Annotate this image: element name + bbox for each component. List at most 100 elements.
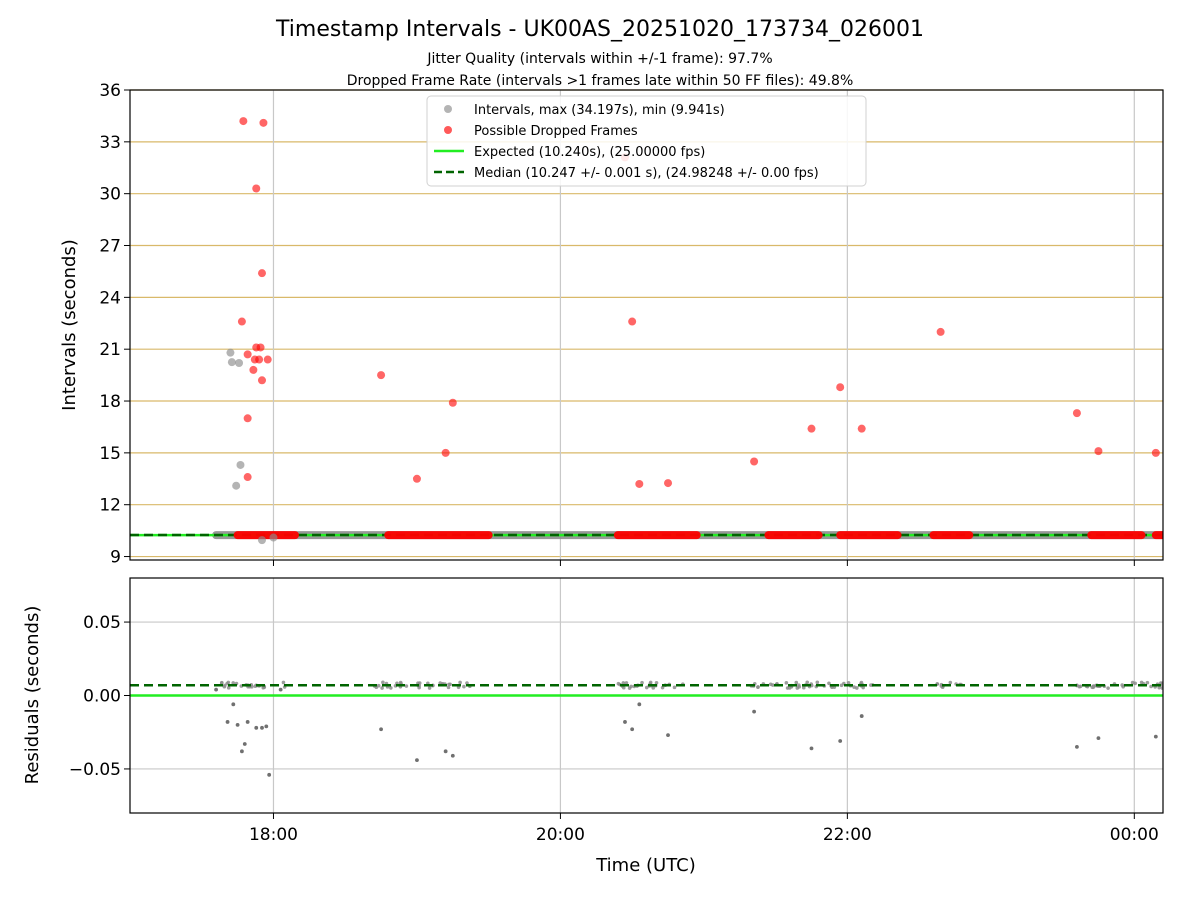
residual-band-point bbox=[1174, 681, 1178, 685]
y-tick-label: 27 bbox=[99, 237, 121, 257]
residual-point bbox=[245, 720, 250, 724]
residual-band-point bbox=[398, 680, 403, 685]
interval-point bbox=[236, 460, 245, 469]
residual-band-point bbox=[1181, 685, 1185, 689]
residual-point bbox=[809, 746, 814, 751]
residual-point bbox=[415, 758, 419, 763]
residual-band-point bbox=[795, 686, 800, 690]
y-tick-label: 21 bbox=[99, 340, 121, 360]
legend-label: Expected (10.240s), (25.00000 fps) bbox=[474, 145, 705, 160]
residual-band-point bbox=[404, 684, 409, 688]
residual-band-point bbox=[1190, 684, 1194, 688]
x-tick-label: 00:00 bbox=[1110, 825, 1159, 845]
residual-band-point bbox=[446, 685, 451, 690]
residual-point bbox=[231, 702, 236, 707]
dropped-frame-point bbox=[257, 376, 266, 385]
interval-point bbox=[227, 358, 236, 367]
dropped-frame-point bbox=[252, 184, 261, 193]
x-tick-label: 22:00 bbox=[823, 825, 872, 845]
dropped-frame-point bbox=[263, 355, 272, 364]
dropped-frame-point bbox=[243, 414, 252, 423]
x-axis-label: Time (UTC) bbox=[595, 855, 696, 876]
interval-point bbox=[226, 348, 235, 357]
dropped-frame-point bbox=[239, 117, 248, 126]
y-tick-label: 24 bbox=[99, 288, 121, 308]
interval-point bbox=[269, 533, 278, 542]
dropped-frame-point bbox=[857, 424, 866, 433]
y-tick-label: 36 bbox=[99, 81, 121, 101]
residual-band-point bbox=[380, 686, 384, 690]
residual-point bbox=[278, 687, 283, 692]
residual-band-point bbox=[462, 684, 466, 689]
residual-band-point bbox=[389, 686, 393, 690]
residual-point bbox=[254, 725, 259, 730]
y-tick-label: 0.05 bbox=[83, 613, 121, 633]
bottom-y-label: Residuals (seconds) bbox=[22, 606, 43, 785]
chart-title: Timestamp Intervals - UK00AS_20251020_17… bbox=[275, 17, 924, 42]
residual-point bbox=[242, 742, 247, 746]
residual-point bbox=[214, 687, 218, 692]
top-panel: 9 12 15 18 21 24 27 30 33 36 bbox=[99, 81, 1164, 568]
dropped-frame-point bbox=[936, 327, 945, 336]
top-frame bbox=[129, 89, 1164, 561]
legend-marker bbox=[444, 126, 452, 134]
residual-band-point bbox=[1173, 683, 1177, 687]
residual-point bbox=[1153, 734, 1158, 739]
dropped-frame-point bbox=[237, 317, 246, 326]
dropped-frame-point bbox=[1151, 448, 1160, 457]
legend: Intervals, max (34.197s), min (9.941s) Po… bbox=[426, 95, 867, 187]
residual-band-point bbox=[438, 681, 443, 685]
residual-band-point bbox=[1090, 685, 1094, 690]
residual-point bbox=[838, 739, 843, 743]
residual-band-point bbox=[231, 681, 236, 685]
residual-band-point bbox=[1145, 680, 1150, 685]
bottom-frame bbox=[129, 577, 1164, 814]
y-tick-label: −0.05 bbox=[69, 760, 121, 780]
residual-band-point bbox=[815, 680, 820, 685]
residual-band-point bbox=[1190, 686, 1194, 690]
residual-band-point bbox=[660, 685, 665, 690]
residual-band-point bbox=[644, 685, 649, 690]
residual-band-point bbox=[1176, 686, 1180, 690]
dropped-frame-point bbox=[412, 474, 421, 483]
residual-point bbox=[240, 749, 244, 754]
dropped-frame-point bbox=[441, 448, 450, 457]
legend-label: Median (10.247 +/- 0.001 s), (24.98248 +… bbox=[474, 166, 819, 181]
dropped-frame-point bbox=[1072, 409, 1081, 418]
residual-band-point bbox=[1157, 685, 1162, 690]
residual-band-point bbox=[846, 680, 851, 685]
residual-point bbox=[623, 720, 627, 724]
interval-point bbox=[235, 359, 244, 368]
dropped-frame-point bbox=[249, 365, 258, 374]
y-tick-label: 0.00 bbox=[83, 687, 121, 707]
dropped-frame-point bbox=[807, 424, 816, 433]
residual-band-point bbox=[654, 681, 659, 685]
residual-point bbox=[637, 702, 642, 707]
top-y-label: Intervals (seconds) bbox=[59, 239, 80, 411]
residual-band-point bbox=[861, 685, 865, 690]
residual-band-point bbox=[1133, 681, 1137, 686]
residual-band-point bbox=[801, 685, 806, 690]
subtitle-jitter: Jitter Quality (intervals within +/-1 fr… bbox=[426, 51, 772, 67]
residual-point bbox=[260, 725, 264, 730]
dropped-frame-point bbox=[377, 371, 386, 380]
residual-band-point bbox=[1106, 686, 1110, 690]
interval-point bbox=[257, 536, 266, 545]
residual-band-point bbox=[219, 680, 224, 685]
y-tick-label: 30 bbox=[99, 185, 121, 205]
residual-band-point bbox=[1120, 683, 1124, 687]
residual-band-point bbox=[1179, 683, 1183, 687]
residual-band-point bbox=[381, 680, 385, 685]
dropped-frame-point bbox=[635, 479, 644, 488]
bottom-panel: 0.050.00−0.0518:0020:0022:0000:0002:0004… bbox=[69, 577, 1195, 845]
residual-band-point bbox=[629, 684, 633, 689]
y-tick-label: 9 bbox=[110, 548, 121, 568]
residual-point bbox=[666, 733, 670, 738]
residual-band-point bbox=[417, 681, 422, 685]
legend-label: Possible Dropped Frames bbox=[474, 124, 638, 139]
y-tick-label: 33 bbox=[99, 133, 121, 153]
residual-band-point bbox=[1191, 686, 1195, 690]
residual-point bbox=[752, 709, 757, 714]
residual-band-point bbox=[1181, 681, 1185, 685]
dropped-frame-point bbox=[255, 355, 264, 364]
